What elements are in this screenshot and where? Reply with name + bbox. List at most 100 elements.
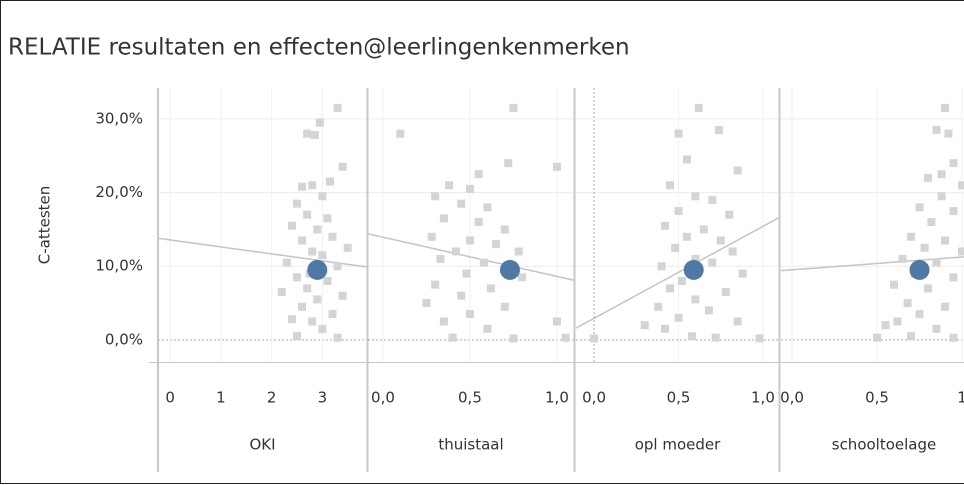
scatter-point: [445, 181, 454, 190]
scatter-point: [292, 332, 301, 341]
x-tick-label: 0,5: [865, 389, 889, 407]
highlight-point: [499, 259, 520, 280]
scatter-point: [903, 299, 912, 308]
highlight-point: [909, 259, 930, 280]
scatter-point: [318, 251, 327, 260]
scatter-point: [333, 103, 342, 112]
scatter-point: [937, 192, 946, 201]
scatter-point: [915, 203, 924, 212]
scatter-point: [932, 125, 941, 134]
scatter-point: [308, 181, 317, 190]
scatter-point: [474, 218, 483, 227]
scatter-point: [941, 103, 950, 112]
scatter-point: [292, 199, 301, 208]
scatter-point: [949, 333, 958, 342]
x-tick-label: 1,0: [751, 389, 775, 407]
scatter-point: [338, 291, 347, 300]
highlight-point: [307, 259, 328, 280]
scatter-point: [315, 118, 324, 127]
scatter-point: [682, 232, 691, 241]
y-tick-label: 20,0%: [95, 183, 143, 201]
scatter-point: [941, 302, 950, 311]
scatter-point: [333, 333, 342, 342]
scatter-point: [298, 182, 307, 191]
scatter-point: [716, 236, 725, 245]
scatter-point: [691, 254, 700, 263]
scatter-point: [422, 299, 431, 308]
x-tick-label: 3: [318, 389, 328, 407]
scatter-point: [518, 273, 527, 282]
scatter-point: [666, 181, 675, 190]
scatter-point: [483, 203, 492, 212]
scatter-point: [452, 247, 461, 256]
x-tick-label: 1,0: [545, 389, 569, 407]
chart-title: RELATIE resultaten en effecten@leerlinge…: [8, 35, 630, 61]
x-axis-label: schooltoelage: [832, 436, 937, 454]
scatter-point: [691, 295, 700, 304]
scatter-point: [457, 199, 466, 208]
scatter-point: [674, 129, 683, 138]
x-tick-label: 0,0: [371, 389, 395, 407]
scatter-point: [738, 269, 747, 278]
scatter-point: [298, 302, 307, 311]
scatter-point: [465, 236, 474, 245]
scatter-point: [514, 247, 523, 256]
scatter-point: [343, 243, 352, 252]
scatter-point: [323, 276, 332, 285]
scatter-point: [674, 313, 683, 322]
scatter-point: [898, 254, 907, 263]
scatter-point: [308, 247, 317, 256]
x-axis-label: thuistaal: [438, 436, 503, 454]
scatter-point: [552, 317, 561, 326]
scatter-point: [682, 155, 691, 164]
scatter-point: [431, 280, 440, 289]
scatter-point: [915, 310, 924, 319]
scatter-point: [654, 302, 663, 311]
scatter-point: [890, 280, 899, 289]
scatter-point: [927, 218, 936, 227]
scatter-point: [427, 232, 436, 241]
scatter-point: [457, 291, 466, 300]
scatter-point: [674, 207, 683, 216]
scatter-point: [677, 276, 686, 285]
scatter-point: [733, 317, 742, 326]
scatter-point: [704, 306, 713, 315]
scatter-point: [500, 225, 509, 234]
highlight-point: [683, 259, 704, 280]
scatter-point: [666, 284, 675, 293]
scatter-point: [483, 324, 492, 333]
trend-line: [157, 237, 368, 268]
x-tick-label: 0,5: [458, 389, 482, 407]
scatter-point: [949, 159, 958, 168]
scatter-point: [671, 243, 680, 252]
scatter-point: [509, 103, 518, 112]
scatter-point: [448, 333, 457, 342]
scatter-point: [318, 192, 327, 201]
scatter-point: [308, 317, 317, 326]
y-tick-label: 30,0%: [95, 109, 143, 127]
scatter-point: [893, 317, 902, 326]
y-tick-label: 0,0%: [105, 330, 143, 348]
trend-line: [780, 256, 964, 272]
scatter-point: [500, 302, 509, 311]
scatter-point: [958, 247, 964, 256]
scatter-point: [431, 192, 440, 201]
scatter-point: [711, 333, 720, 342]
scatter-point: [303, 210, 312, 219]
scatter-point: [725, 210, 734, 219]
scatter-point: [907, 332, 916, 341]
scatter-point: [462, 269, 471, 278]
scatter-point: [439, 214, 448, 223]
scatter-point: [715, 125, 724, 134]
scatter-point: [949, 207, 958, 216]
scatter-point: [873, 333, 882, 342]
x-tick-label: 0,5: [667, 389, 691, 407]
x-tick-label: 0,0: [780, 389, 804, 407]
scatter-point: [708, 258, 717, 267]
scatter-point: [699, 225, 708, 234]
scatter-point: [721, 288, 730, 297]
scatter-point: [465, 310, 474, 319]
scatter-point: [310, 131, 319, 140]
